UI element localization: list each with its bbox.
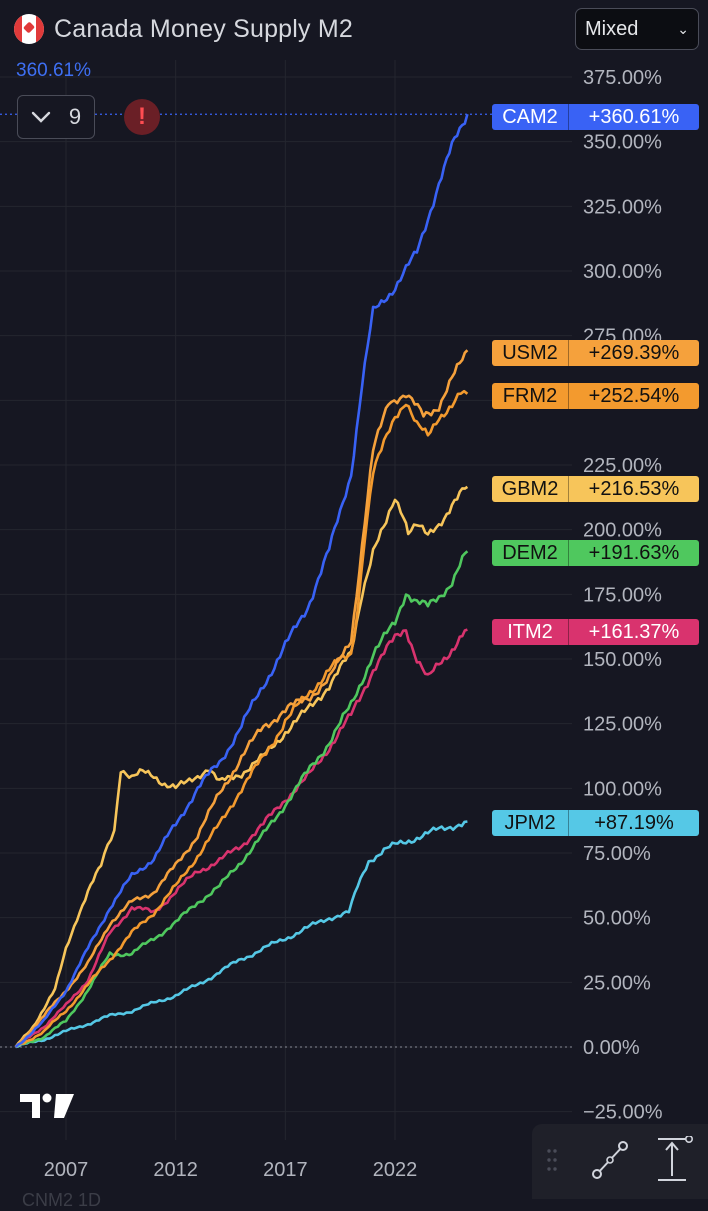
drawing-toolbar (532, 1124, 708, 1199)
warning-symbol: ! (138, 103, 146, 130)
series-line-cam2[interactable] (14, 113, 469, 1048)
series-label-name: USM2 (502, 342, 558, 364)
chevron-down-icon (31, 111, 51, 123)
y-tick-label: 100.00% (583, 778, 662, 800)
warning-icon[interactable]: ! (124, 99, 160, 135)
scale-mode-value: Mixed (585, 17, 639, 40)
y-tick-label: 175.00% (583, 584, 662, 606)
y-tick-label: 125.00% (583, 714, 662, 736)
series-label-gbm2[interactable]: GBM2 +216.53% (492, 476, 699, 502)
series-label-value: +87.19% (568, 810, 699, 836)
series-line-dem2[interactable] (14, 550, 469, 1049)
x-tick-label: 2017 (263, 1159, 308, 1181)
measure-icon[interactable] (654, 1136, 694, 1184)
zero-line (0, 113, 572, 1048)
series-line-itm2[interactable] (14, 628, 468, 1048)
y-tick-label: 300.00% (583, 261, 662, 283)
series-label-name: ITM2 (507, 621, 553, 643)
chevron-down-icon: ⌄ (677, 20, 689, 37)
y-tick-label: 375.00% (583, 67, 662, 89)
series-label-usm2[interactable]: USM2 +269.39% (492, 340, 699, 366)
series-label-value: +269.39% (568, 340, 699, 366)
chart-header: Canada Money Supply M2 (14, 14, 353, 44)
y-tick-label: 75.00% (583, 843, 651, 865)
series-label-frm2[interactable]: FRM2 +252.54% (492, 383, 699, 409)
series-label-jpm2[interactable]: JPM2 +87.19% (492, 810, 699, 836)
indicators-toggle-button[interactable]: 9 (17, 95, 95, 139)
indicators-count: 9 (68, 104, 82, 129)
y-tick-label: 325.00% (583, 196, 662, 218)
bottom-symbol-label: CNM2 1D (22, 1190, 102, 1210)
y-tick-label: 150.00% (583, 649, 662, 671)
y-tick-label: −25.00% (583, 1102, 663, 1124)
y-axis: 375.00%350.00%325.00%300.00%275.00%250.0… (583, 67, 663, 1124)
chart-title: Canada Money Supply M2 (54, 14, 354, 43)
series-label-name: CAM2 (502, 106, 558, 128)
series-label-name: GBM2 (501, 478, 559, 500)
chart-grid (0, 60, 572, 1140)
series-label-dem2[interactable]: DEM2 +191.63% (492, 540, 699, 566)
series-label-name: FRM2 (502, 385, 558, 407)
series-label-value: +191.63% (568, 540, 699, 566)
series-line-jpm2[interactable] (15, 820, 468, 1049)
x-tick-label: 2007 (44, 1159, 89, 1181)
x-tick-label: 2012 (153, 1159, 198, 1181)
x-axis: 2007 2012 2017 2022 (44, 1159, 418, 1181)
x-tick-label: 2022 (373, 1159, 418, 1181)
y-tick-label: 350.00% (583, 132, 662, 154)
series-label-name: JPM2 (504, 812, 556, 834)
series-label-itm2[interactable]: ITM2 +161.37% (492, 619, 699, 645)
y-tick-label: 200.00% (583, 520, 662, 542)
y-tick-label: 225.00% (583, 455, 662, 477)
series-label-value: +161.37% (568, 619, 699, 645)
y-tick-label: 0.00% (583, 1037, 640, 1059)
series-label-value: +360.61% (568, 104, 699, 130)
canada-flag-icon (14, 14, 44, 44)
scale-mode-select[interactable]: Mixed ⌄ (575, 8, 699, 50)
drag-handle-icon[interactable] (546, 1148, 558, 1172)
series-label-name: DEM2 (502, 542, 558, 564)
series-line-usm2[interactable] (14, 349, 469, 1048)
chart-current-value: 360.61% (16, 60, 92, 81)
series-lines (14, 113, 469, 1049)
series-label-value: +252.54% (568, 383, 699, 409)
y-tick-label: 50.00% (583, 908, 651, 930)
series-label-value: +216.53% (568, 476, 699, 502)
series-label-cam2[interactable]: CAM2 +360.61% (492, 104, 699, 130)
series-line-gbm2[interactable] (14, 485, 469, 1048)
tradingview-logo-icon (20, 1093, 74, 1118)
series-line-frm2[interactable] (14, 389, 469, 1048)
y-tick-label: 25.00% (583, 972, 651, 994)
trend-line-icon[interactable] (590, 1138, 630, 1182)
